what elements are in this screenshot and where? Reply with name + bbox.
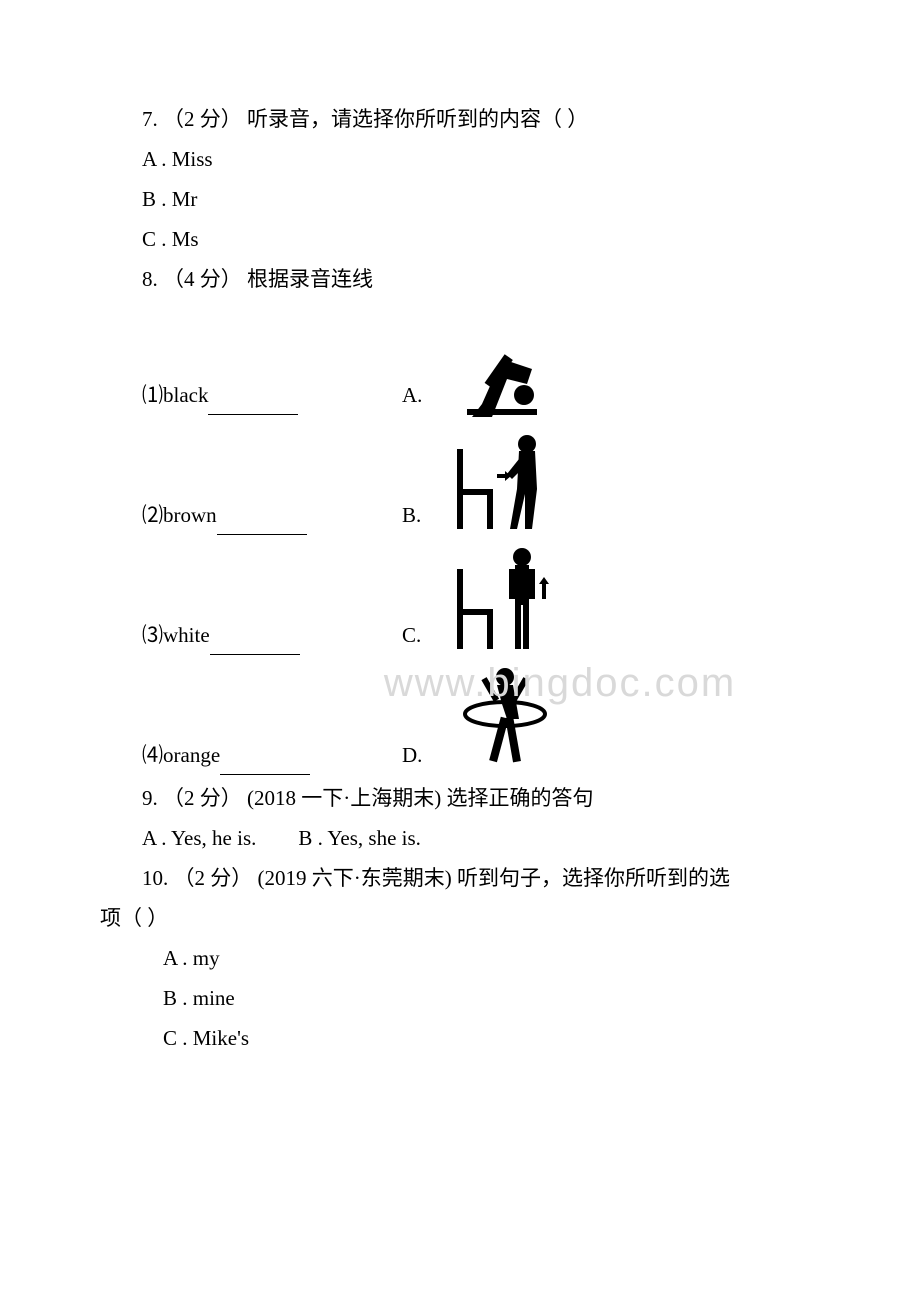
q8-row2-figure-icon — [442, 419, 562, 539]
q8-row2-num: ⑵ — [142, 496, 163, 536]
q8-row2-word: brown — [163, 496, 217, 536]
q9-stem: 9. （2 分） (2018 一下·上海期末) 选择正确的答句 — [100, 779, 820, 819]
q8-row1-letter: A. — [402, 376, 442, 420]
q8-stem: 8. （4 分） 根据录音连线 — [100, 260, 820, 300]
q8-row3-blank — [210, 633, 300, 655]
q8-row-1: ⑴black A. — [100, 299, 820, 419]
q8-row-2: ⑵brown B. — [100, 419, 820, 539]
q7-option-a: A . Miss — [100, 140, 820, 180]
q8-row4-num: ⑷ — [142, 736, 163, 776]
q8-row1-word: black — [163, 376, 208, 416]
q8-row1-blank — [208, 393, 298, 415]
q7-option-c: C . Ms — [100, 220, 820, 260]
q8-row4-letter: D. — [402, 736, 442, 780]
q8-row4-figure-icon — [442, 659, 562, 779]
q10-option-c: C . Mike's — [100, 1019, 820, 1059]
q8-row4-word: orange — [163, 736, 220, 776]
q10-stem-line1: 10. （2 分） (2019 六下·东莞期末) 听到句子，选择你所听到的选 — [100, 859, 820, 899]
q8-row3-letter: C. — [402, 616, 442, 660]
q8-row-4: ⑷orange D. — [100, 659, 820, 779]
q8-row3-num: ⑶ — [142, 616, 163, 656]
q8-row2-blank — [217, 513, 307, 535]
q8-row-3: ⑶white C. — [100, 539, 820, 659]
q8-row1-num: ⑴ — [142, 376, 163, 416]
q8-row4-blank — [220, 753, 310, 775]
q10-stem-line2: 项（ ） — [100, 899, 820, 939]
q10-option-b: B . mine — [100, 979, 820, 1019]
q10-option-a: A . my — [100, 939, 820, 979]
q8-row3-figure-icon — [442, 539, 562, 659]
q9-options: A . Yes, he is. B . Yes, she is. — [100, 819, 820, 859]
q8-row2-letter: B. — [402, 496, 442, 540]
q7-option-b: B . Mr — [100, 180, 820, 220]
q8-row1-figure-icon — [442, 299, 562, 419]
q8-row3-word: white — [163, 616, 210, 656]
q7-stem: 7. （2 分） 听录音，请选择你所听到的内容（ ） — [100, 100, 820, 140]
